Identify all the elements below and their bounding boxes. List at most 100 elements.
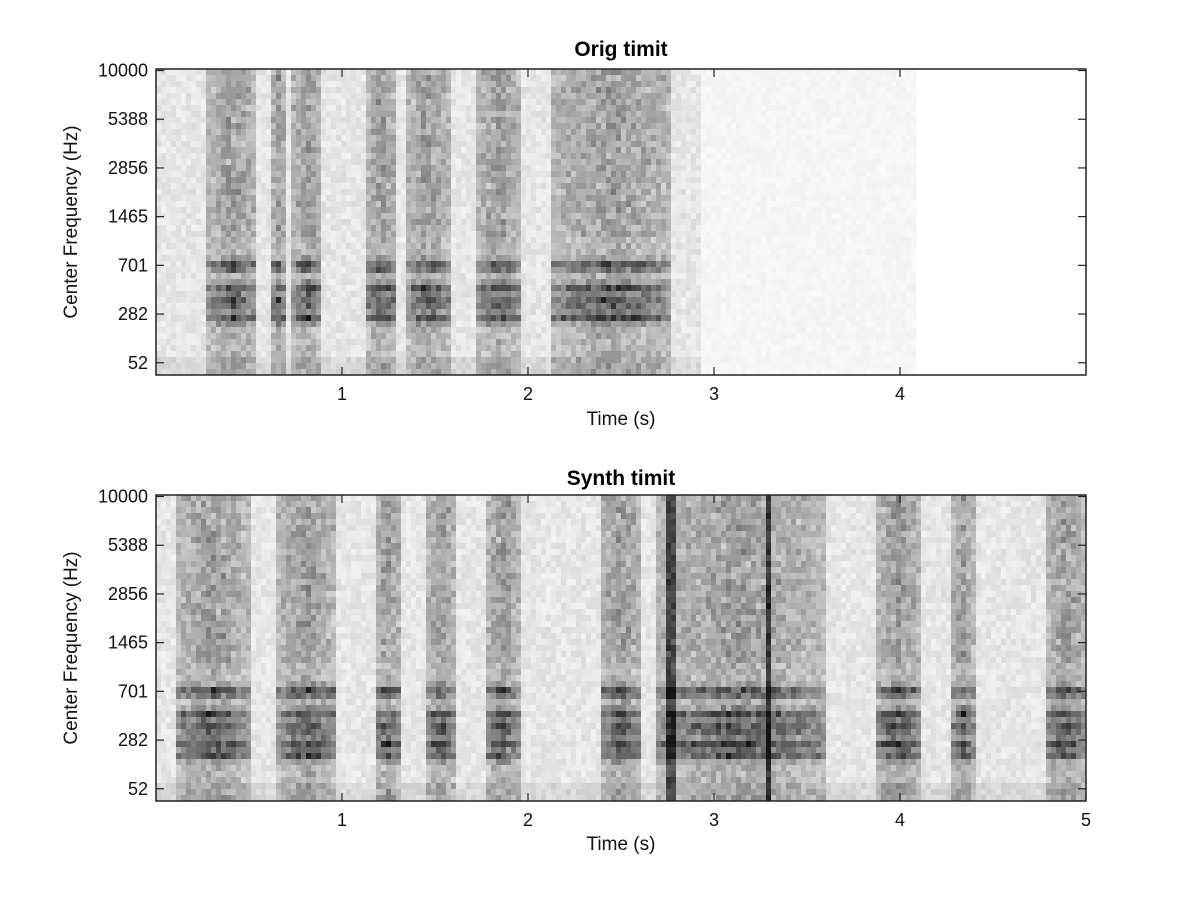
heatmap-cell: [501, 99, 507, 106]
heatmap-cell: [616, 243, 622, 250]
heatmap-cell: [346, 111, 352, 118]
heatmap-cell: [346, 99, 352, 106]
heatmap-cell: [321, 195, 327, 202]
heatmap-cell: [596, 297, 602, 304]
heatmap-cell: [431, 231, 437, 238]
heatmap-cell: [181, 255, 187, 262]
heatmap-cell: [191, 291, 197, 298]
heatmap-cell: [606, 147, 612, 154]
heatmap-cell: [446, 237, 452, 244]
heatmap-cell: [616, 315, 622, 322]
heatmap-cell: [576, 357, 582, 364]
heatmap-cell: [631, 207, 637, 214]
heatmap-cell: [456, 75, 462, 82]
heatmap-cell: [181, 99, 187, 106]
heatmap-cell: [201, 249, 207, 256]
heatmap-cell: [186, 333, 192, 340]
heatmap-cell: [311, 285, 317, 292]
heatmap-cell: [451, 369, 457, 376]
heatmap-cell: [301, 237, 307, 244]
heatmap-cell: [486, 297, 492, 304]
heatmap-cell: [291, 321, 297, 328]
heatmap-cell: [176, 279, 182, 286]
heatmap-cell: [516, 147, 522, 154]
heatmap-cell: [271, 105, 277, 112]
heatmap-cell: [231, 297, 237, 304]
heatmap-cell: [301, 195, 307, 202]
heatmap-cell: [526, 177, 532, 184]
heatmap-cell: [501, 183, 507, 190]
heatmap-cell: [571, 93, 577, 100]
heatmap-cell: [416, 291, 422, 298]
heatmap-cell: [196, 189, 202, 196]
heatmap-cell: [591, 93, 597, 100]
heatmap-cell: [346, 75, 352, 82]
heatmap-cell: [296, 261, 302, 268]
heatmap-cell: [456, 327, 462, 334]
heatmap-cell: [631, 261, 637, 268]
heatmap-cell: [406, 321, 412, 328]
heatmap-cell: [291, 267, 297, 274]
heatmap-cell: [331, 297, 337, 304]
heatmap-cell: [246, 195, 252, 202]
heatmap-cell: [631, 93, 637, 100]
heatmap-cell: [336, 69, 342, 76]
heatmap-cell: [551, 219, 557, 226]
heatmap-cell: [446, 81, 452, 88]
heatmap-cell: [156, 75, 162, 82]
heatmap-cell: [321, 297, 327, 304]
heatmap-cell: [286, 105, 292, 112]
heatmap-cell: [411, 255, 417, 262]
heatmap-cell: [391, 93, 397, 100]
heatmap-cell: [631, 231, 637, 238]
heatmap-cell: [246, 105, 252, 112]
heatmap-cell: [211, 105, 217, 112]
heatmap-cell: [366, 273, 372, 280]
heatmap-cell: [456, 219, 462, 226]
heatmap-cell: [281, 123, 287, 130]
heatmap-cell: [446, 147, 452, 154]
heatmap-cell: [516, 231, 522, 238]
heatmap-cell: [321, 81, 327, 88]
heatmap-cell: [301, 297, 307, 304]
heatmap-cell: [261, 339, 267, 346]
heatmap-cell: [186, 249, 192, 256]
heatmap-cell: [166, 237, 172, 244]
heatmap-cell: [411, 243, 417, 250]
heatmap-cell: [571, 243, 577, 250]
heatmap-cell: [231, 363, 237, 370]
heatmap-cell: [321, 111, 327, 118]
heatmap-cell: [221, 159, 227, 166]
heatmap-cell: [361, 177, 367, 184]
heatmap-cell: [201, 279, 207, 286]
heatmap-cell: [596, 177, 602, 184]
heatmap-cell: [361, 195, 367, 202]
heatmap-cell: [231, 165, 237, 172]
heatmap-cell: [571, 351, 577, 358]
heatmap-cell: [341, 369, 347, 376]
heatmap-cell: [626, 117, 632, 124]
heatmap-cell: [611, 189, 617, 196]
heatmap-cell: [401, 69, 407, 76]
heatmap-cell: [211, 297, 217, 304]
heatmap-cell: [341, 357, 347, 364]
heatmap-cell: [611, 117, 617, 124]
heatmap-cell: [486, 243, 492, 250]
heatmap-cell: [596, 153, 602, 160]
heatmap-cell: [451, 237, 457, 244]
heatmap-cell: [181, 201, 187, 208]
heatmap-cell: [351, 117, 357, 124]
heatmap-cell: [201, 315, 207, 322]
heatmap-cell: [516, 315, 522, 322]
heatmap-cell: [311, 141, 317, 148]
heatmap-cell: [271, 153, 277, 160]
heatmap-cell: [306, 315, 312, 322]
heatmap-cell: [446, 321, 452, 328]
heatmap-cell: [196, 261, 202, 268]
heatmap-cell: [186, 369, 192, 376]
heatmap-cell: [166, 141, 172, 148]
heatmap-cell: [246, 159, 252, 166]
heatmap-cell: [386, 177, 392, 184]
heatmap-cell: [206, 345, 212, 352]
heatmap-cell: [156, 87, 162, 94]
